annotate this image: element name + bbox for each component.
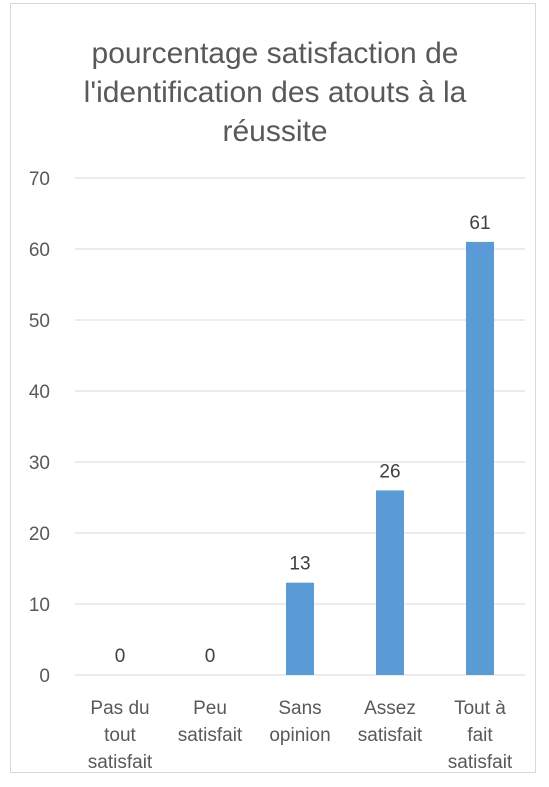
y-tick-label: 20 (29, 524, 50, 545)
data-label: 13 (289, 554, 310, 575)
y-tick-label: 50 (29, 311, 50, 332)
x-category-label: Peu satisfait (178, 698, 243, 746)
bar (466, 241, 494, 675)
bar (286, 582, 314, 675)
y-tick-label: 40 (29, 382, 50, 403)
chart-title: pourcentage satisfaction de l'identifica… (83, 37, 467, 148)
data-label: 0 (205, 646, 216, 667)
bar (376, 490, 404, 675)
x-category-label: Pas du tout satisfait (88, 698, 153, 773)
y-tick-label: 30 (29, 453, 50, 474)
x-category-label: Assez satisfait (358, 698, 423, 746)
data-label: 61 (469, 213, 490, 234)
y-tick-label: 0 (39, 666, 50, 687)
y-tick-label: 10 (29, 595, 50, 616)
y-tick-label: 60 (29, 240, 50, 261)
x-category-label: Sans opinion (269, 698, 330, 746)
data-label: 0 (115, 646, 126, 667)
y-tick-label: 70 (29, 169, 50, 190)
chart-frame (10, 3, 536, 773)
data-label: 26 (379, 461, 400, 482)
x-category-label: Tout à fait satisfait (448, 698, 513, 773)
